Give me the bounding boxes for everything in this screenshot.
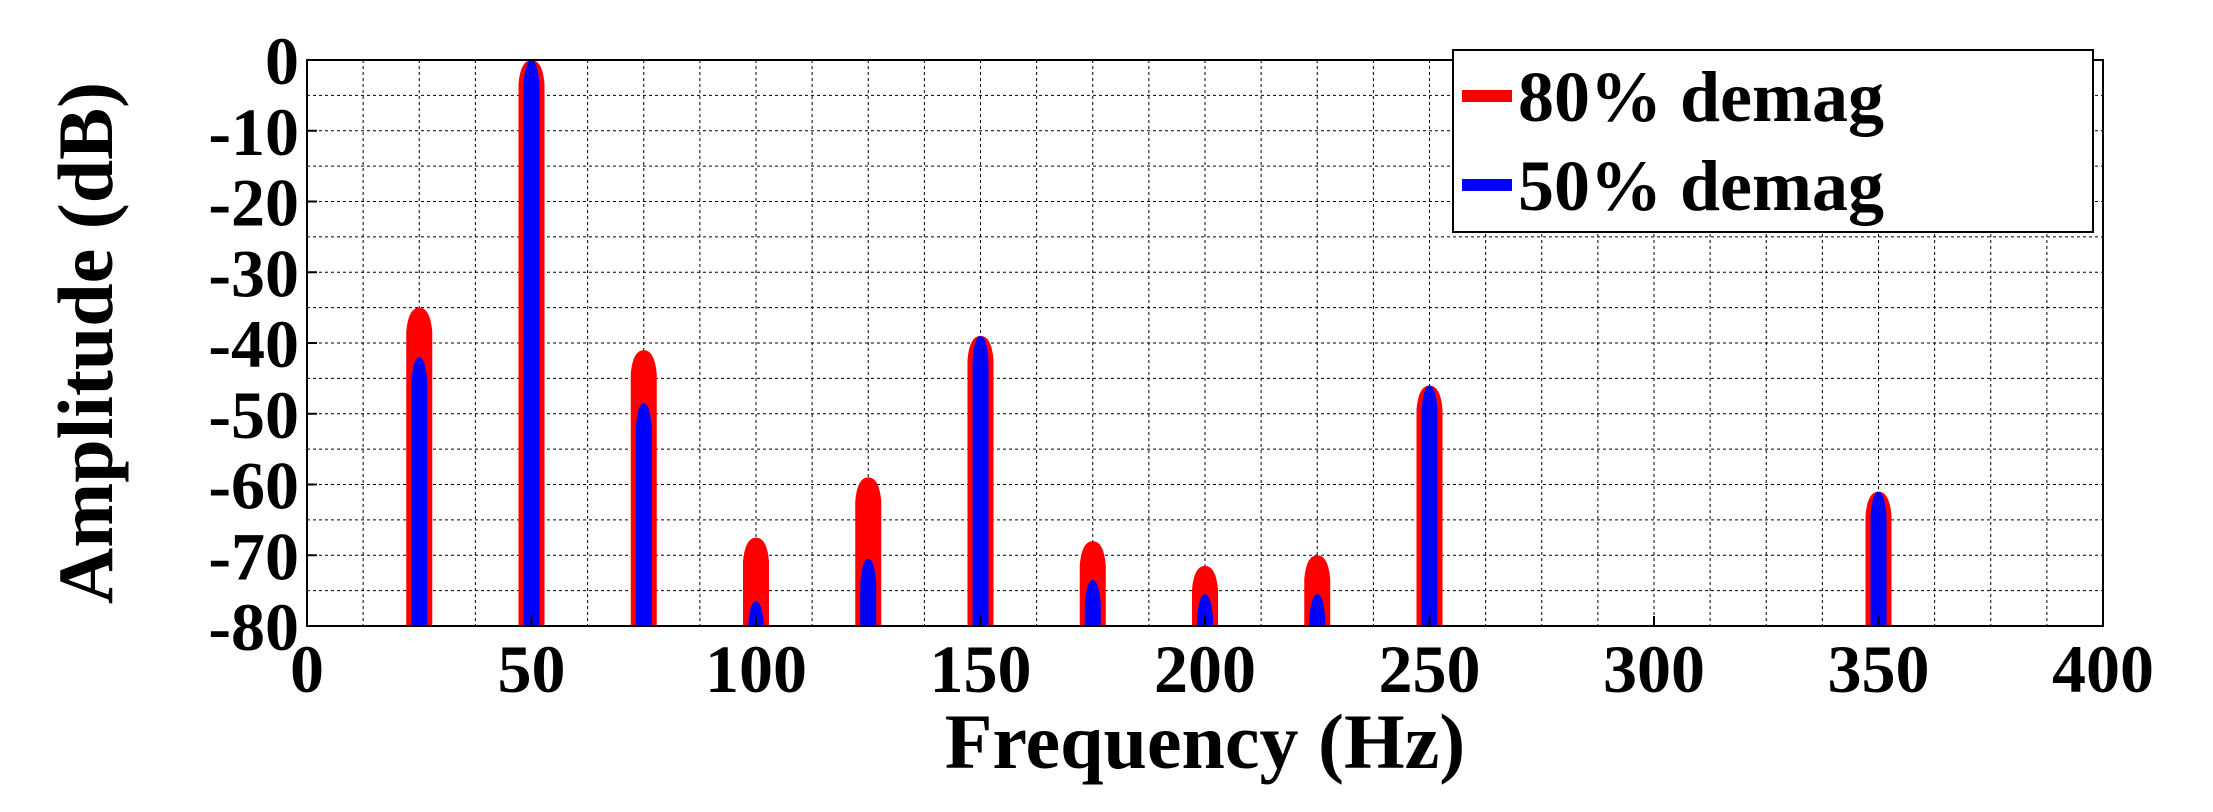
- y-tick-label: 0: [265, 23, 299, 99]
- y-tick-label: -30: [208, 235, 299, 311]
- legend: 80% demag 50% demag: [1452, 49, 2094, 233]
- spectral-peak: [635, 403, 652, 626]
- y-tick-label: -50: [208, 377, 299, 453]
- x-axis-title: Frequency (Hz): [945, 698, 1466, 785]
- x-tick-label: 250: [1379, 631, 1481, 707]
- spectral-peak: [748, 601, 764, 626]
- x-tick-label: 300: [1603, 631, 1705, 707]
- spectral-peak: [972, 335, 989, 626]
- legend-label-50-demag: 50% demag: [1518, 146, 1884, 226]
- series-50-demag: [411, 60, 1887, 626]
- y-axis-title: Amplitude (dB): [42, 82, 129, 604]
- x-tick-label: 400: [2052, 631, 2154, 707]
- y-tick-label: -20: [208, 165, 299, 241]
- x-tick-label: 350: [1828, 631, 1930, 707]
- spectral-peak: [1309, 594, 1326, 626]
- x-tick-label: 100: [705, 631, 807, 707]
- spectral-peak: [1084, 580, 1101, 626]
- y-tick-label: -40: [208, 306, 299, 382]
- spectral-peak: [411, 357, 428, 626]
- series-layer: [406, 60, 1892, 626]
- x-tick-label: 150: [930, 631, 1032, 707]
- tick-labels: 0 50 100 150 200 250 300 350 4000-10-20-30-40-50…: [208, 23, 2154, 707]
- y-tick-label: -70: [208, 518, 299, 594]
- y-tick-label: -10: [208, 94, 299, 170]
- spectral-peak: [1197, 594, 1213, 626]
- spectral-peak: [1870, 491, 1887, 626]
- x-tick-label: 200: [1154, 631, 1256, 707]
- spectral-peak: [743, 537, 769, 626]
- legend-box: [1452, 49, 2094, 233]
- x-tick-label: 50: [498, 631, 566, 707]
- spectral-peak: [523, 60, 540, 626]
- spectral-peak: [860, 558, 877, 626]
- x-tick-label: 0: [290, 631, 324, 707]
- spectral-peak: [1421, 385, 1438, 626]
- y-tick-label: -60: [208, 448, 299, 524]
- legend-label-80-demag: 80% demag: [1518, 57, 1884, 137]
- y-tick-label: -80: [208, 589, 299, 665]
